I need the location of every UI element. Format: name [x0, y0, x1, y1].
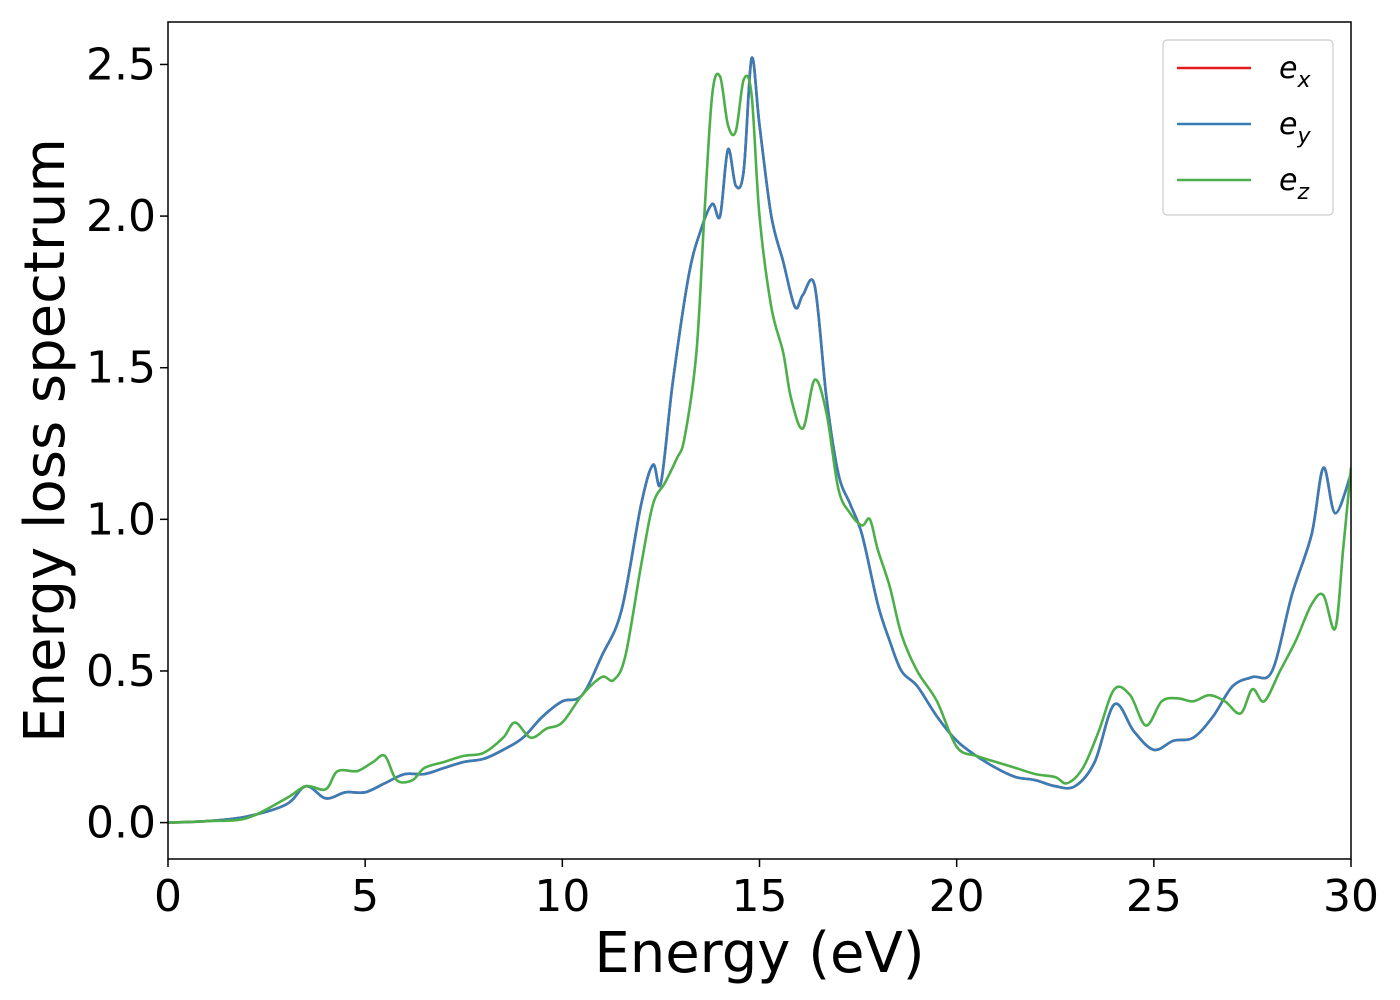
x-tick-label: 5 [351, 871, 379, 922]
y-axis: 0.0 0.5 1.0 1.5 2.0 2.5 [86, 39, 168, 849]
legend-label: ey [1279, 107, 1311, 149]
x-axis-title: Energy (eV) [594, 921, 924, 986]
x-tick-label: 0 [154, 871, 182, 922]
y-axis-title: Energy loss spectrum [13, 138, 78, 743]
y-tick-label: 0.5 [86, 646, 156, 697]
legend: ex ey ez [1162, 39, 1334, 216]
legend-label: ex [1279, 51, 1311, 93]
legend-label: ez [1279, 163, 1309, 205]
y-tick-label: 0.0 [86, 798, 156, 849]
x-tick-label: 10 [534, 871, 590, 922]
series-line-ez [168, 72, 1351, 824]
x-tick-label: 15 [732, 871, 788, 922]
y-tick-label: 1.0 [86, 494, 156, 545]
series-line-ey [168, 56, 1351, 824]
x-tick-label: 25 [1126, 871, 1182, 922]
x-axis: 0 5 10 15 20 25 30 [154, 859, 1379, 922]
x-tick-label: 20 [929, 871, 985, 922]
x-tick-label: 30 [1323, 871, 1379, 922]
y-tick-label: 1.5 [86, 343, 156, 394]
legend-box [1162, 39, 1334, 216]
y-tick-label: 2.0 [86, 191, 156, 242]
series-layer [168, 56, 1351, 824]
y-tick-label: 2.5 [86, 39, 156, 90]
